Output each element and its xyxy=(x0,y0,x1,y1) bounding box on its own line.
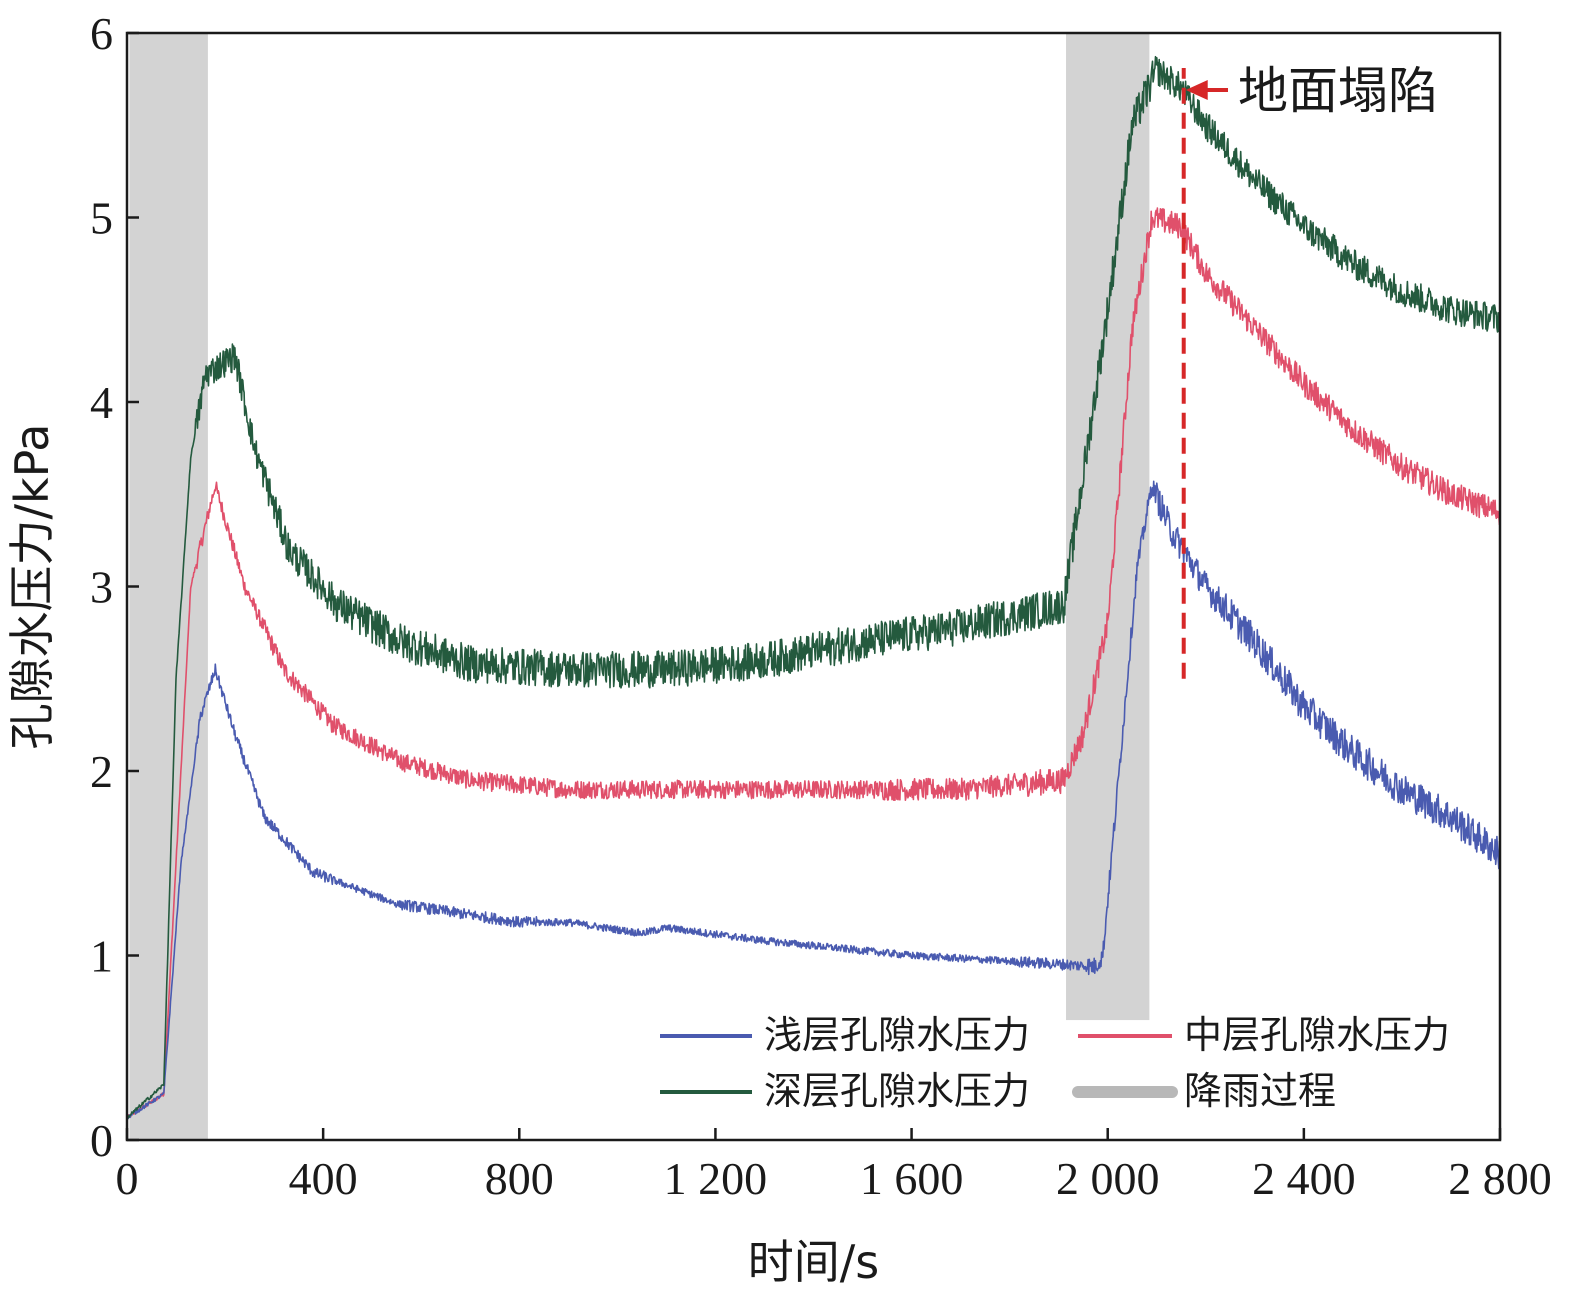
x-axis-ticks: 0 400 800 1 200 1 600 2 000 2 400 2 800 xyxy=(116,1128,1552,1204)
y-axis-ticks: 0 1 2 3 4 5 6 xyxy=(90,8,139,1166)
x-axis-title: 时间/s xyxy=(748,1235,879,1289)
legend-label-rain: 降雨过程 xyxy=(1184,1069,1336,1113)
collapse-annotation-label: 地面塌陷 xyxy=(1238,62,1438,120)
collapse-arrow-head xyxy=(1185,80,1208,100)
legend: 浅层孔隙水压力 中层孔隙水压力 深层孔隙水压力 降雨过程 xyxy=(660,1013,1450,1113)
y-tick-label: 6 xyxy=(90,8,113,59)
series-line-shallow xyxy=(126,480,1501,1120)
plot-frame xyxy=(125,31,1502,1142)
x-tick-label: 2 800 xyxy=(1448,1153,1552,1204)
y-tick-label: 3 xyxy=(90,562,113,613)
x-tick-label: 1 200 xyxy=(664,1153,768,1204)
y-tick-label: 0 xyxy=(90,1115,113,1166)
y-tick-label: 4 xyxy=(90,377,113,428)
x-tick-label: 800 xyxy=(485,1153,554,1204)
series-line-deep xyxy=(126,55,1501,1120)
legend-label-middle: 中层孔隙水压力 xyxy=(1184,1013,1450,1057)
x-tick-label: 2 400 xyxy=(1252,1153,1356,1204)
series-line-middle xyxy=(126,207,1501,1119)
rain-band-2 xyxy=(1066,33,1150,1021)
x-tick-label: 1 600 xyxy=(860,1153,964,1204)
x-tick-label: 2 000 xyxy=(1056,1153,1160,1204)
series-lines xyxy=(126,55,1501,1120)
y-tick-label: 1 xyxy=(90,931,113,982)
x-tick-label: 400 xyxy=(289,1153,358,1204)
legend-label-shallow: 浅层孔隙水压力 xyxy=(764,1013,1030,1057)
legend-label-deep: 深层孔隙水压力 xyxy=(764,1069,1030,1113)
y-axis-title: 孔隙水压力/kPa xyxy=(5,424,59,750)
y-tick-label: 2 xyxy=(90,746,113,797)
rain-band-1 xyxy=(129,33,208,1140)
rain-period-bands xyxy=(129,33,1150,1140)
collapse-annotation: 地面塌陷 xyxy=(1181,62,1438,679)
y-tick-label: 5 xyxy=(90,193,113,244)
x-tick-label: 0 xyxy=(116,1153,139,1204)
